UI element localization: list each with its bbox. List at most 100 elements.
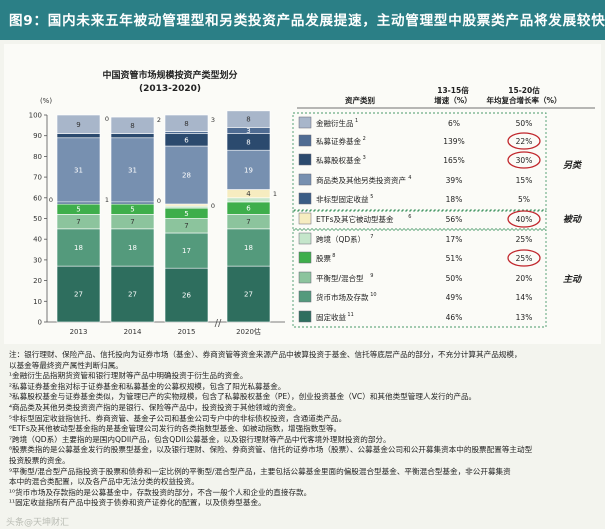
bar-segment [110, 116, 155, 134]
bar-segment [226, 265, 271, 323]
y-tick-label: 20 [33, 277, 42, 285]
bar-segment [226, 149, 271, 190]
bar-value-label: 0 [105, 115, 109, 123]
bar-value-label: 7 [184, 222, 188, 230]
row-label: 商品类及其他另类投资资产 [316, 175, 406, 185]
bar-segment [56, 228, 101, 267]
bar-value-label: 6 [184, 136, 189, 144]
bar-segment [56, 137, 101, 203]
row-label: 跨境（QD系） [316, 234, 365, 244]
footnote-line: 注：银行理财、保险产品、信托投向为证券市场（基金）、券商资管等资金来源产品中被算… [9, 350, 522, 359]
y-unit-label: (%) [40, 97, 52, 105]
legend-swatch [298, 232, 312, 245]
group-label-alt: 另类 [563, 160, 583, 171]
axis-break: // [215, 318, 222, 329]
col-header-cagr: 15-20估 [508, 85, 540, 95]
bar-value-label: 5 [130, 206, 134, 214]
bar-segment [226, 197, 271, 203]
y-tick-label: 60 [33, 194, 42, 202]
bar-value-label: 8 [130, 122, 134, 130]
legend-swatch [298, 271, 312, 284]
bar-value-label: 0 [211, 202, 215, 210]
bar-value-label: 26 [182, 292, 191, 300]
bar-value-label: 31 [74, 166, 83, 174]
footnote-line: ¹⁰货币市场及存款指的是公募基金中，存款投资的部分，不含一般个人和企业的直接存款… [9, 487, 312, 497]
group-label-active: 主动 [563, 274, 583, 285]
row-label-sup: 10 [370, 292, 376, 298]
x-tick-label: 2015 [178, 328, 196, 336]
x-tick-label: 2013 [70, 328, 88, 336]
row-cagr: 22% [516, 137, 533, 146]
row-label-sup: 7 [370, 234, 373, 240]
row-growth: 50% [446, 274, 463, 283]
bar-value-label: 27 [128, 291, 137, 299]
bar-segment [226, 110, 271, 128]
bar-value-label: 19 [244, 166, 253, 174]
row-cagr: 20% [516, 274, 533, 283]
bar-segment [110, 201, 155, 205]
bar-value-label: 31 [128, 166, 137, 174]
bar-value-label: 6 [246, 205, 251, 213]
row-growth: 39% [446, 176, 463, 185]
bar-value-label: 3 [246, 127, 250, 135]
legend-swatch [298, 310, 312, 323]
row-label: ETFs及其它被动型基金 [316, 214, 394, 224]
footnote-line: ⁹平衡型/混合型产品指投资于股票和债券和一定比例的平衡型/混合型产品，主要包括公… [9, 466, 511, 476]
row-label: 股票 [316, 254, 331, 263]
legend-swatch [298, 290, 312, 303]
row-label-sup: 11 [347, 312, 353, 318]
row-growth: 18% [446, 195, 463, 204]
row-label: 平衡型/混合型 [316, 273, 364, 283]
bar-value-label: 9 [76, 121, 80, 129]
footnote-line: ⁸股票类指的是公募基金发行的股票型基金，以及银行理财、保险、券商资管、信托的证券… [9, 445, 533, 455]
bar-value-label: 27 [244, 291, 253, 299]
row-label: 固定收益 [316, 312, 346, 322]
bar-segment [56, 265, 101, 323]
row-label-sup: 9 [370, 273, 373, 279]
x-tick-label: 2020估 [236, 327, 261, 336]
row-cagr: 5% [518, 195, 530, 204]
legend-swatch [298, 173, 312, 186]
col-header-cagr-l2: 年均复合增长率（%） [486, 95, 561, 105]
bar-segment [56, 133, 101, 139]
bar-segment [164, 203, 209, 207]
row-growth: 139% [443, 137, 464, 146]
row-label-sup: 8 [332, 253, 335, 259]
highlight-circle [507, 210, 541, 228]
row-growth: 56% [446, 215, 463, 224]
legend-swatch [298, 251, 312, 264]
bar-value-label: 0 [49, 196, 53, 204]
footnote-line: ⁶ETFs及其他被动型基金指的是基金管理公司发行的各类指数型基金、如被动指数，增… [9, 424, 342, 434]
chart-subtitle: (2013-2020) [139, 84, 201, 94]
legend-swatch [298, 212, 312, 225]
figure-header: 图9：国内未来五年被动管理型和另类投资产品发展提速，主动管理型中股票类产品将发展… [0, 0, 605, 40]
row-label-sup: 4 [408, 175, 411, 181]
bar-segment [110, 137, 155, 203]
bar-segment [164, 131, 209, 134]
y-tick-label: 90 [33, 132, 42, 140]
bar-value-label: 8 [246, 116, 250, 124]
row-label: 货币市场及存款 [316, 292, 369, 302]
y-tick-label: 80 [33, 153, 42, 161]
footnotes: 注：银行理财、保险产品、信托投向为证券市场（基金）、券商资管等资金来源产品中被算… [9, 350, 599, 509]
y-tick-label: 0 [38, 319, 42, 327]
col-header-growth: 13-15倍 [437, 85, 469, 95]
row-growth: 51% [446, 254, 463, 263]
row-cagr: 14% [516, 293, 533, 302]
row-label: 非标型固定收益 [316, 194, 369, 204]
row-label-sup: 6 [408, 214, 411, 220]
bar-value-label: 5 [76, 206, 80, 214]
legend-swatch [298, 134, 312, 147]
y-tick-label: 70 [33, 174, 42, 182]
bar-value-label: 17 [182, 247, 191, 255]
bar-segment [56, 114, 101, 134]
asset-mix-chart: 中国资管市场规模按资产类型划分(2013-2020)(%)01020304050… [4, 44, 601, 344]
footnote-line: ³私募股权基金与证券基金类似，为管理已产的实物规模，包含了私募股权基金（PE），… [9, 392, 477, 402]
bar-value-label: 2 [157, 116, 161, 124]
row-label-sup: 5 [370, 194, 373, 200]
bar-value-label: 1 [105, 196, 109, 204]
highlight-circle [507, 249, 541, 267]
footnote-line: ⁷跨境（QD系）主要指的是国内QDII产品，包含QDII公募基金，以及银行理财等… [9, 434, 391, 444]
footnote-line: ⁴商品类及其他另类投资资产指的是银行、保险等产品中，投资投资于其他领域的资金。 [9, 402, 301, 412]
row-cagr: 50% [516, 119, 533, 128]
